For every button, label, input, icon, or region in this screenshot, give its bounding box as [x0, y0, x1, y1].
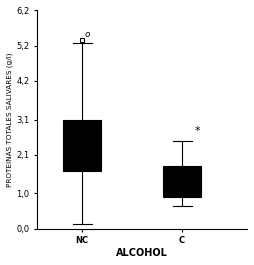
Text: o: o	[84, 30, 90, 39]
Text: *: *	[194, 126, 200, 136]
X-axis label: ALCOHOL: ALCOHOL	[116, 248, 168, 258]
PathPatch shape	[163, 166, 201, 197]
PathPatch shape	[63, 120, 101, 171]
Y-axis label: PROTEINAS TOTALES SALIVARES (g/l): PROTEINAS TOTALES SALIVARES (g/l)	[7, 52, 13, 187]
